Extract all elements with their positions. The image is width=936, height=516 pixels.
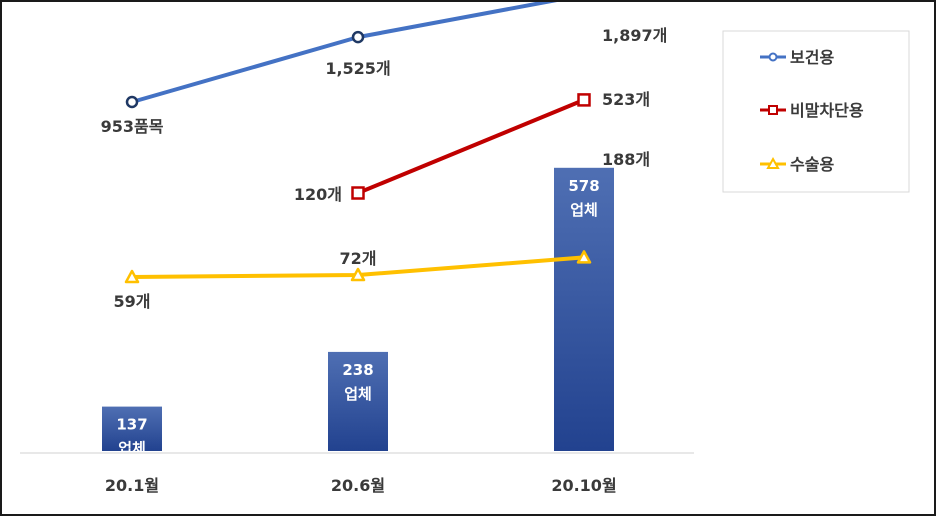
x-tick-label: 20.6월 xyxy=(331,476,385,495)
legend-box xyxy=(722,30,910,193)
x-tick-label: 20.10월 xyxy=(551,476,616,495)
legend-label: 비말차단용 xyxy=(790,101,864,120)
legend-label: 보건용 xyxy=(790,48,834,67)
bar-label: 업체 xyxy=(570,201,598,219)
bar-1 xyxy=(328,351,388,451)
bar-label: 238 xyxy=(342,361,373,379)
series-0-marker-1 xyxy=(351,30,365,44)
series-2-marker-2 xyxy=(576,250,592,264)
bar-label: 578 xyxy=(568,177,599,195)
series-line-0 xyxy=(131,2,558,104)
data-label: 72개 xyxy=(340,249,377,268)
bar-label: 업체 xyxy=(118,440,146,458)
series-2-marker-0 xyxy=(124,269,140,284)
legend-marker-2 xyxy=(766,156,780,169)
legend-marker-0 xyxy=(768,52,778,62)
data-label: 120개 xyxy=(294,185,342,204)
series-0-marker-0 xyxy=(125,95,139,109)
series-1-marker-1 xyxy=(351,186,365,200)
legend-marker-1 xyxy=(768,105,778,115)
series-2-marker-1 xyxy=(350,267,366,282)
series-line-1 xyxy=(357,98,585,195)
data-label: 953품목 xyxy=(101,117,164,136)
data-label: 1,897개 xyxy=(602,26,667,45)
bar-label: 137 xyxy=(116,416,147,434)
legend-label: 수술용 xyxy=(790,155,834,174)
data-label: 523개 xyxy=(602,90,650,109)
data-label: 188개 xyxy=(602,150,650,169)
bar-label: 업체 xyxy=(344,385,372,403)
data-label: 59개 xyxy=(114,292,151,311)
data-label: 1,525개 xyxy=(325,59,390,78)
bar-0 xyxy=(102,406,162,451)
bar-2 xyxy=(554,167,614,451)
x-tick-label: 20.1월 xyxy=(105,476,159,495)
series-1-marker-2 xyxy=(577,93,591,107)
